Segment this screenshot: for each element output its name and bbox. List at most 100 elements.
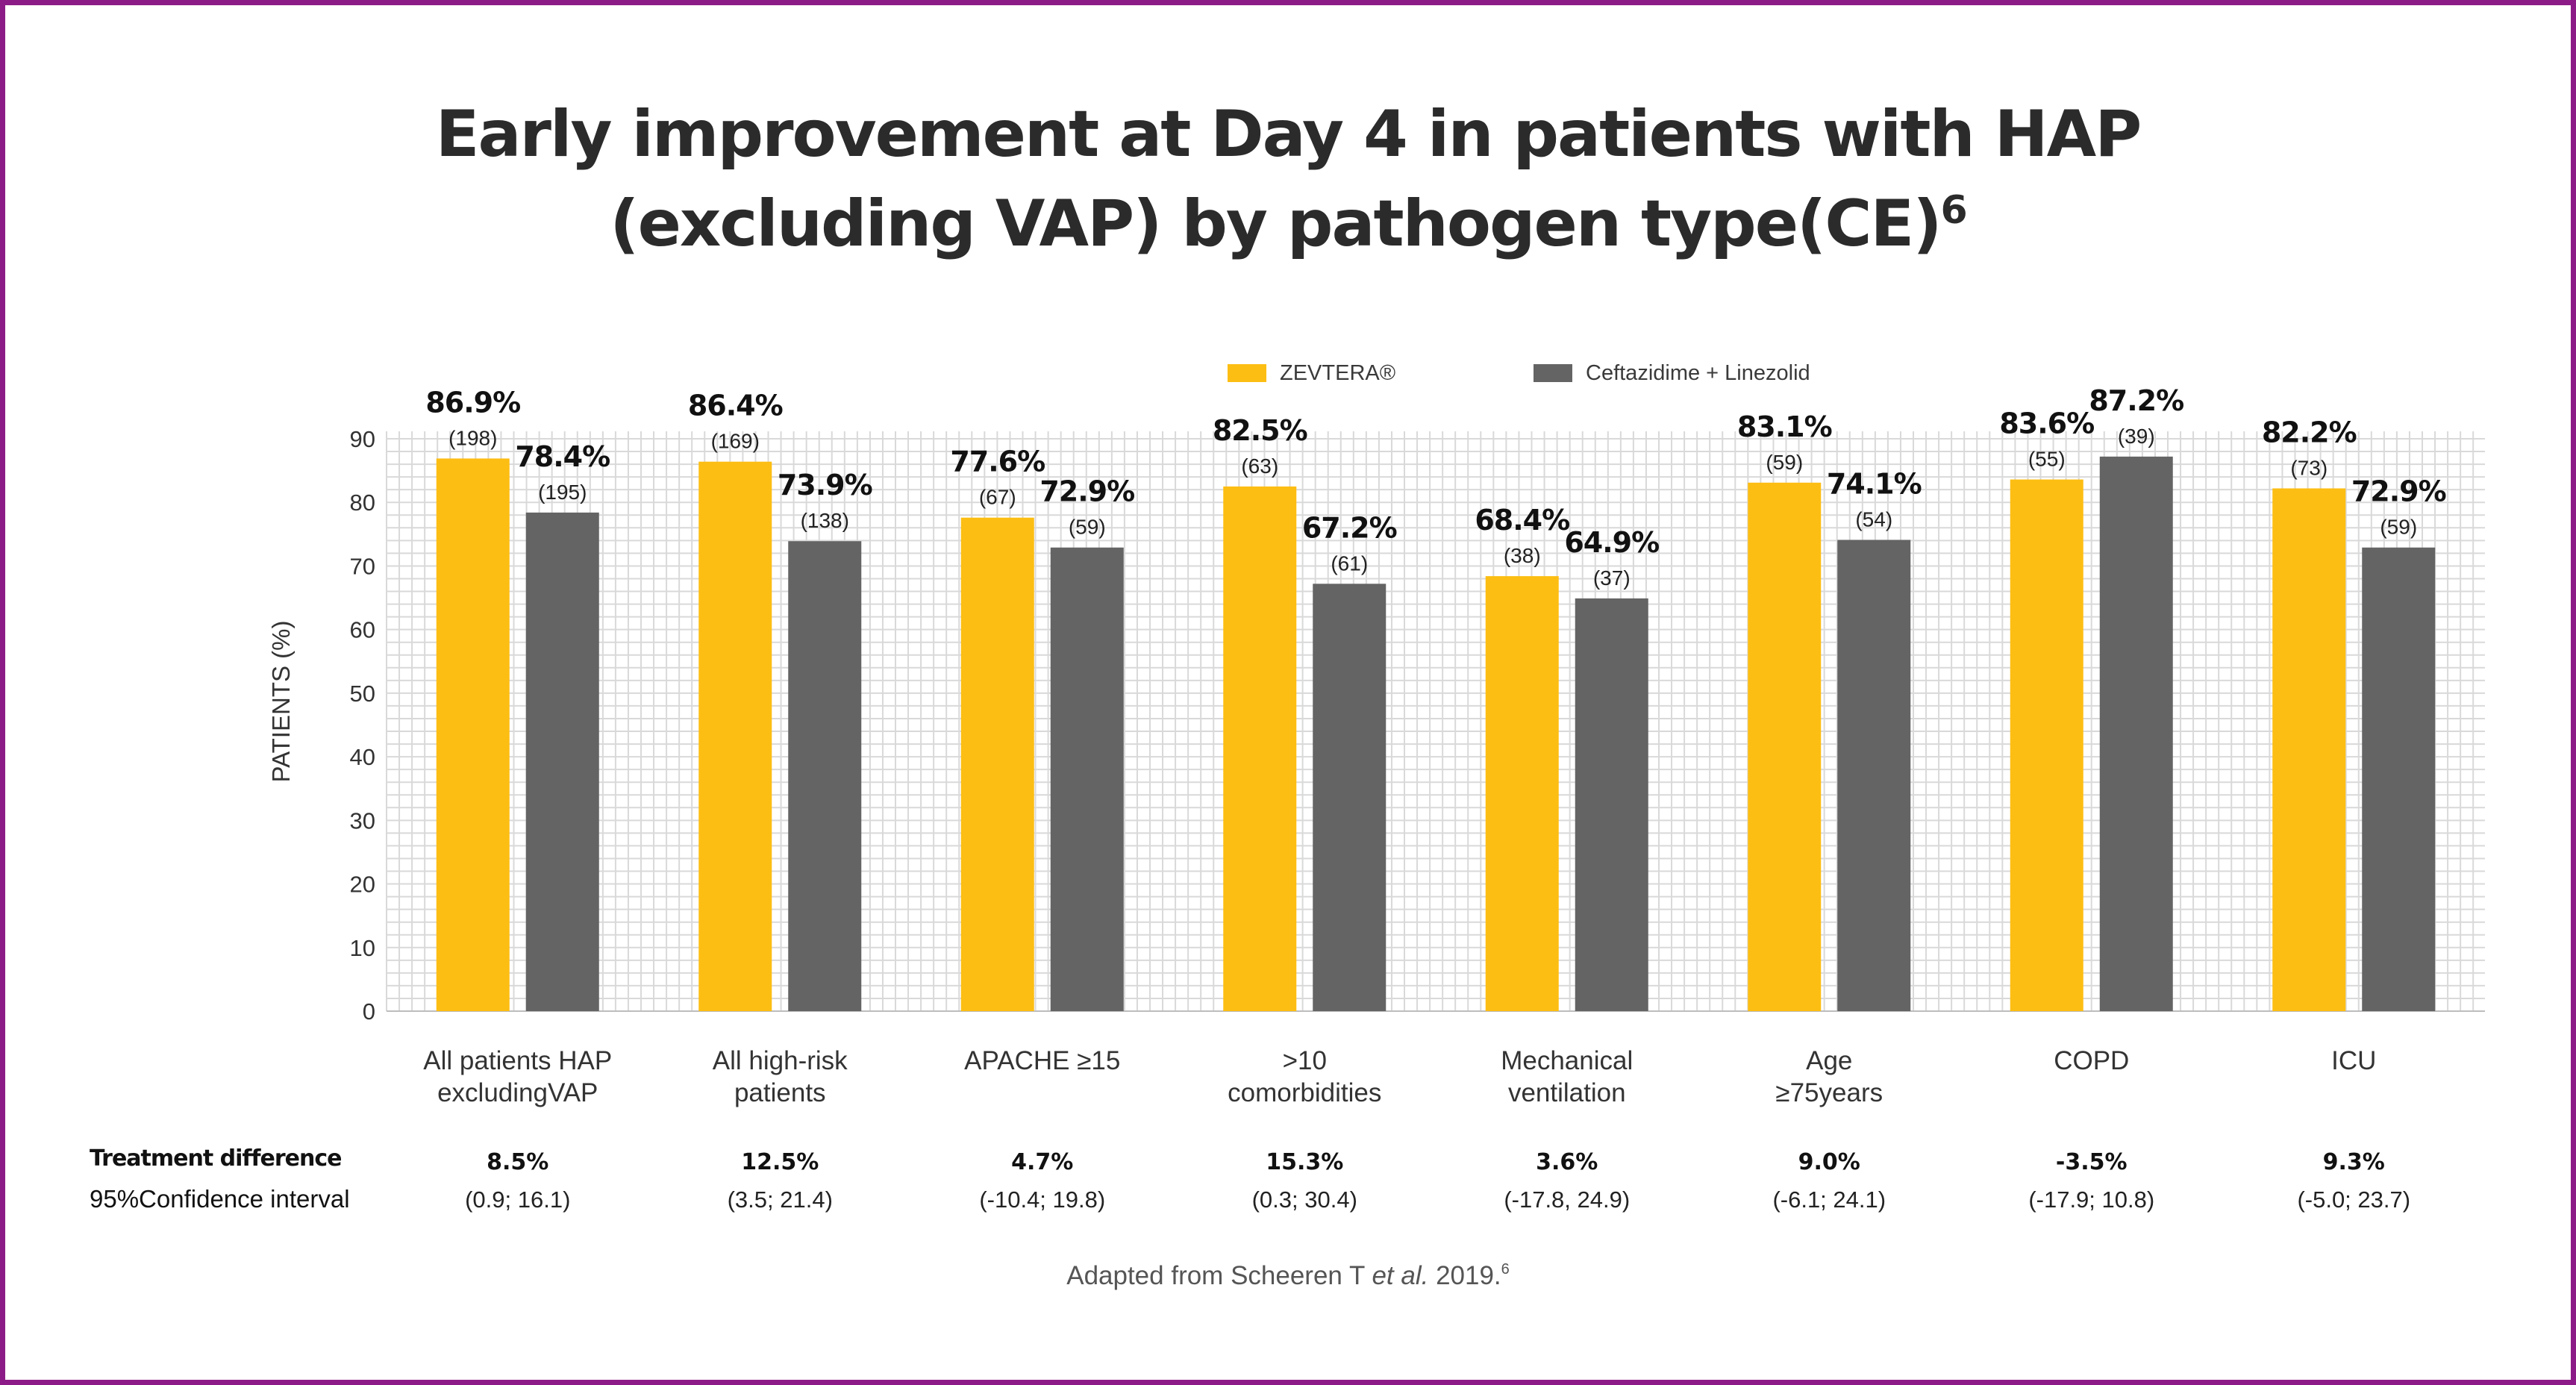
y-tick-label: 50 <box>350 681 375 707</box>
x-category-label: patients <box>734 1078 826 1107</box>
y-tick-label: 0 <box>363 998 375 1025</box>
bar-n-label: (195) <box>538 481 587 504</box>
bar-n-label: (138) <box>801 509 849 532</box>
source-italic: et al. <box>1372 1261 1429 1290</box>
bar-zevtera <box>960 517 1034 1011</box>
title-reference: 6 <box>1940 188 1968 233</box>
source-prefix: Adapted from Scheeren T <box>1066 1261 1372 1290</box>
bar-value-label: 86.9% <box>425 386 520 419</box>
treatment-difference-value: 15.3% <box>1266 1149 1344 1175</box>
confidence-interval-value: (3.5; 21.4) <box>727 1187 833 1213</box>
bar-comparator <box>1050 547 1124 1011</box>
bar-value-label: 78.4% <box>515 440 610 473</box>
bar-zevtera <box>1748 482 1822 1011</box>
x-category-label: All patients HAP <box>423 1046 612 1075</box>
bar-zevtera <box>1485 576 1559 1011</box>
x-category-label: All high-risk <box>713 1046 848 1075</box>
bar-value-label: 77.6% <box>950 445 1045 478</box>
bar-zevtera <box>2272 488 2346 1011</box>
bar-n-label: (67) <box>979 486 1016 509</box>
chart-title: Early improvement at Day 4 in patients w… <box>0 90 2576 269</box>
bar-n-label: (37) <box>1593 566 1631 590</box>
bar-value-label: 72.9% <box>2351 475 2446 508</box>
y-tick-label: 30 <box>350 807 375 834</box>
treatment-difference-value: 9.0% <box>1798 1149 1860 1175</box>
bar-value-label: 64.9% <box>1564 526 1659 559</box>
y-axis-label: PATIENTS (%) <box>267 621 295 783</box>
confidence-interval-value: (-17.8, 24.9) <box>1504 1187 1631 1213</box>
treatment-difference-value: 12.5% <box>741 1149 819 1175</box>
title-line-2: (excluding VAP) by pathogen type(CE)6 <box>0 179 2576 269</box>
bar-chart: 0 10 20 30 40 50 60 70 80 90 PATIENTS (%) 86.9% (198… <box>267 384 2485 1107</box>
bar-value-label: 67.2% <box>1302 511 1397 544</box>
bar-value-label: 68.4% <box>1475 504 1569 537</box>
confidence-interval-value: (-10.4; 19.8) <box>979 1187 1106 1213</box>
treatment-difference-value: 8.5% <box>487 1149 549 1175</box>
title-line-2-text: (excluding VAP) by pathogen type(CE) <box>610 187 1942 261</box>
treatment-difference-value: 3.6% <box>1536 1149 1598 1175</box>
confidence-interval-value: (-17.9; 10.8) <box>2028 1187 2155 1213</box>
bar-value-label: 72.9% <box>1040 475 1134 508</box>
x-category-label: >10 <box>1283 1046 1327 1075</box>
y-tick-label: 20 <box>350 872 375 898</box>
bar-value-label: 82.5% <box>1213 414 1307 447</box>
bar-n-label: (38) <box>1504 544 1541 567</box>
treatment-difference-value: 9.3% <box>2322 1149 2385 1175</box>
bar-n-label: (59) <box>1766 451 1803 474</box>
y-tick-label: 70 <box>350 553 375 579</box>
bar-zevtera <box>698 461 772 1011</box>
bar-value-label: 74.1% <box>1827 468 1922 501</box>
bar-n-label: (169) <box>711 430 760 453</box>
legend-item-comparator: Ceftazidime + Linezolid <box>1534 357 1810 390</box>
legend-swatch-zevtera <box>1228 364 1266 382</box>
legend-label-comparator: Ceftazidime + Linezolid <box>1586 360 1810 385</box>
x-category-label: ≥75years <box>1775 1078 1883 1107</box>
bar-comparator <box>2362 547 2436 1011</box>
legend-label-zevtera: ZEVTERA® <box>1280 360 1396 385</box>
bar-n-label: (59) <box>1069 516 1106 539</box>
source-suffix: 2019. <box>1428 1261 1501 1290</box>
bar-zevtera <box>436 458 510 1011</box>
bar-value-label: 83.1% <box>1737 410 1832 443</box>
bar-zevtera <box>1223 486 1297 1011</box>
bar-comparator <box>2099 456 2173 1011</box>
bar-comparator <box>1837 540 1911 1011</box>
bar-n-label: (63) <box>1241 454 1278 478</box>
confidence-interval-label: 95%Confidence interval <box>90 1185 350 1213</box>
confidence-interval-value: (0.3; 30.4) <box>1251 1187 1357 1213</box>
bar-zevtera <box>2010 479 2083 1011</box>
confidence-interval-value: (-6.1; 24.1) <box>1772 1187 1886 1213</box>
bar-comparator <box>1313 584 1387 1011</box>
confidence-interval-value: (0.9; 16.1) <box>465 1187 571 1213</box>
x-category-label: excludingVAP <box>437 1078 598 1107</box>
y-tick-label: 80 <box>350 490 375 516</box>
source-reference: 6 <box>1501 1261 1510 1278</box>
bar-value-label: 83.6% <box>1999 407 2094 440</box>
title-line-1: Early improvement at Day 4 in patients w… <box>435 97 2142 172</box>
bar-comparator <box>525 512 599 1011</box>
y-tick-label: 90 <box>350 426 375 452</box>
bar-value-label: 86.4% <box>688 390 783 422</box>
y-tick-label: 10 <box>350 935 375 961</box>
bar-comparator <box>1575 598 1648 1011</box>
legend-item-zevtera: ZEVTERA® <box>1228 357 1395 390</box>
bar-n-label: (61) <box>1331 551 1368 575</box>
bar-n-label: (59) <box>2380 516 2417 539</box>
treatment-difference-label: Treatment difference <box>90 1145 342 1172</box>
bar-n-label: (73) <box>2290 456 2328 479</box>
bar-n-label: (198) <box>448 426 497 449</box>
x-category-label: ICU <box>2331 1046 2376 1075</box>
x-category-label: COPD <box>2054 1046 2129 1075</box>
y-tick-label: 60 <box>350 617 375 643</box>
y-tick-label: 40 <box>350 744 375 770</box>
bar-n-label: (55) <box>2028 448 2066 471</box>
bar-value-label: 82.2% <box>2262 416 2357 448</box>
legend-swatch-comparator <box>1534 364 1572 382</box>
x-category-label: Age <box>1806 1046 1852 1075</box>
bar-n-label: (54) <box>1855 508 1892 531</box>
x-category-label: Mechanical <box>1501 1046 1633 1075</box>
bar-n-label: (39) <box>2118 425 2155 448</box>
bar-value-label: 73.9% <box>778 469 872 501</box>
bar-value-label: 87.2% <box>2089 384 2183 417</box>
